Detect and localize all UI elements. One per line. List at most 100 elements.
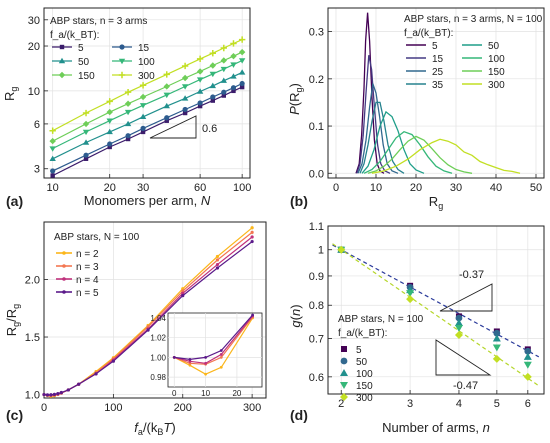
data-point-a (238, 48, 246, 56)
data-point-d (406, 290, 415, 298)
data-point-a (239, 84, 245, 90)
data-point-a (182, 110, 188, 116)
legend-title-b: ABP stars, n = 3 arms, N = 100 (404, 14, 543, 25)
inset-y-tick-label: 1.02 (150, 334, 166, 343)
legend-label-d: 150 (356, 381, 373, 392)
y-tick-label: 3 (34, 164, 40, 176)
inset-data-point (204, 372, 208, 376)
data-point-a (164, 118, 169, 123)
data-point-d (337, 245, 346, 254)
legend-marker-a (58, 71, 66, 79)
inset-data-point (204, 361, 208, 365)
legend-subtitle-b: f_a/(k_BT): (404, 28, 453, 39)
data-point-a (82, 139, 90, 145)
inset-data-point (188, 363, 192, 367)
data-point-a (230, 52, 237, 60)
inset-x-tick-label: 20 (232, 389, 241, 398)
y-tick-label: 0.9 (309, 271, 324, 283)
inset-data-point (188, 359, 192, 363)
data-point-a (220, 77, 227, 83)
x-tick-label: 300 (243, 402, 261, 414)
panel-a: 10 20 30 60 100 3 6 10 20 30 ABP stars, n = 3 arm… (2, 7, 251, 209)
data-point-c (66, 388, 70, 392)
data-point-c (181, 294, 185, 298)
slope-label-upper-d: -0.37 (459, 269, 484, 281)
legend-marker-a (119, 44, 125, 50)
legend-marker-c (62, 264, 66, 268)
inset-y-tick-label: 0.98 (150, 373, 166, 382)
distribution-curve-b-150 (367, 135, 473, 174)
data-point-c (250, 230, 254, 234)
data-point-c (42, 392, 46, 397)
inset-data-point (204, 356, 208, 359)
inset-y-tick-label: 1.00 (150, 353, 166, 362)
data-point-a (50, 168, 56, 174)
panel-d: 2 3 4 5 6 0.6 0.7 0.8 0.9 1 1.1 -0.37 -0.47 ABP st… (288, 221, 545, 435)
legend-marker-a (59, 44, 65, 50)
data-point-d (493, 329, 501, 337)
slope-triangle-upper-d (439, 283, 493, 312)
data-point-c (59, 390, 63, 395)
slope-label-a: 0.6 (202, 123, 217, 135)
y-tick-label: 1.0 (25, 390, 40, 402)
data-point-a (50, 173, 55, 178)
legend-marker-a (118, 71, 126, 79)
data-point-a (181, 84, 189, 90)
legend-label-a: 15 (138, 43, 150, 54)
legend-label-b: 300 (488, 80, 505, 91)
data-point-a (49, 127, 56, 134)
data-point-a (163, 83, 170, 90)
data-point-a (82, 120, 90, 128)
x-tick-label: 30 (137, 182, 149, 194)
inset-data-point (251, 313, 255, 317)
legend-label-a: 300 (138, 71, 155, 82)
data-point-a (209, 49, 217, 57)
y-tick-label: 2.0 (25, 275, 40, 287)
data-point-c (52, 392, 57, 396)
data-point-a (125, 136, 131, 142)
data-point-a (82, 129, 90, 136)
y-tick-label: 0.3 (309, 27, 324, 39)
data-point-c (111, 359, 115, 363)
y-tick-label: 20 (28, 41, 40, 53)
data-point-a (209, 82, 217, 89)
data-point-d (454, 325, 463, 333)
legend-marker-d (341, 346, 347, 352)
data-point-c (181, 291, 185, 295)
x-tick-label: 0 (41, 402, 47, 414)
data-point-c (77, 382, 81, 386)
data-point-a (49, 137, 56, 145)
data-point-d (454, 318, 463, 326)
plot-frame-b (327, 7, 545, 179)
distribution-curve-b-100 (363, 130, 453, 174)
data-point-a (49, 146, 56, 152)
inset-frame-c (167, 312, 263, 388)
data-point-a (230, 40, 237, 47)
x-tick-label: 100 (233, 182, 251, 194)
data-point-a (124, 88, 132, 96)
x-tick-label: 6 (525, 398, 531, 410)
data-point-a (163, 92, 170, 99)
data-point-d (523, 361, 532, 369)
x-tick-label: 200 (174, 402, 192, 414)
data-point-c (215, 254, 220, 259)
legend-marker-d (340, 382, 348, 389)
y-tick-label: 0.6 (309, 372, 324, 384)
y-tick-label: 0.8 (309, 300, 324, 312)
legend-label-a: 5 (78, 43, 84, 54)
legend-subtitle-d: f_a/(k_BT): (338, 328, 387, 339)
inset-data-point (188, 361, 192, 365)
data-point-c (215, 262, 220, 267)
data-point-a (209, 71, 217, 78)
data-point-c (181, 287, 185, 291)
data-point-a (140, 129, 146, 135)
data-point-a (139, 113, 147, 119)
legend-label-b: 25 (432, 67, 444, 78)
data-point-a (124, 120, 132, 127)
legend-label-b: 150 (488, 67, 505, 78)
legend-label-a: 150 (78, 71, 95, 82)
x-tick-label: 60 (194, 182, 206, 194)
legend-label-a: 50 (78, 57, 90, 68)
panel-label-a: (a) (6, 193, 23, 209)
